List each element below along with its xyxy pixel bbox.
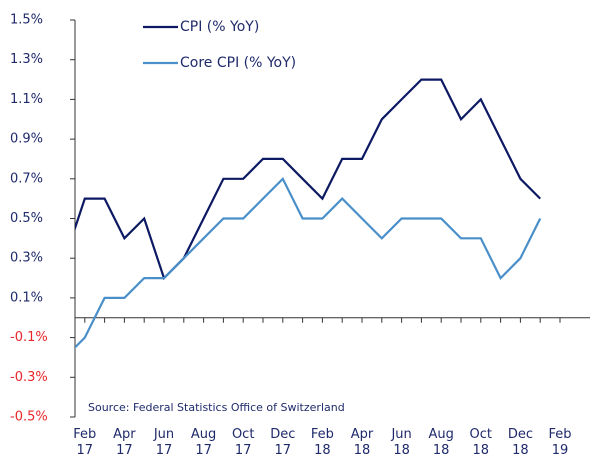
x-tick-label: Oct 18	[469, 427, 493, 458]
y-tick-label: -0.3%	[10, 370, 48, 385]
x-tick-label: Dec 17	[270, 427, 296, 458]
x-tick-label: Aug 17	[190, 427, 217, 458]
x-tick-label: Apr 17	[113, 427, 136, 458]
x-tick-label: Feb 18	[310, 427, 334, 458]
y-tick-label: 1.5%	[10, 13, 43, 28]
y-tick-label: -0.1%	[10, 330, 48, 345]
source-note: Source: Federal Statistics Office of Swi…	[88, 401, 345, 414]
y-tick-label: 0.5%	[10, 211, 43, 226]
x-tick-label: Oct 17	[231, 427, 255, 458]
series-line	[75, 176, 542, 349]
y-tick-label: 0.1%	[10, 290, 43, 305]
x-tick-label: Aug 18	[428, 427, 454, 458]
x-tick-label: Feb 17	[73, 427, 97, 458]
legend-label: Core CPI (% YoY)	[180, 55, 296, 71]
x-tick-label: Feb 19	[548, 427, 572, 458]
x-tick-label: Jun 17	[153, 427, 175, 458]
y-tick-label: 1.3%	[10, 52, 43, 67]
y-tick-label: 0.9%	[10, 132, 43, 147]
x-tick-label: Dec 18	[507, 427, 533, 458]
y-tick-label: 1.1%	[10, 92, 43, 107]
legend-label: CPI (% YoY)	[180, 19, 259, 35]
y-tick-label: 0.3%	[10, 251, 43, 266]
y-tick-label: 0.7%	[10, 171, 43, 186]
x-tick-label: Apr 18	[350, 427, 374, 458]
y-tick-label: -0.5%	[10, 410, 48, 425]
series-line	[75, 78, 541, 281]
x-tick-label: Jun 18	[391, 427, 412, 458]
